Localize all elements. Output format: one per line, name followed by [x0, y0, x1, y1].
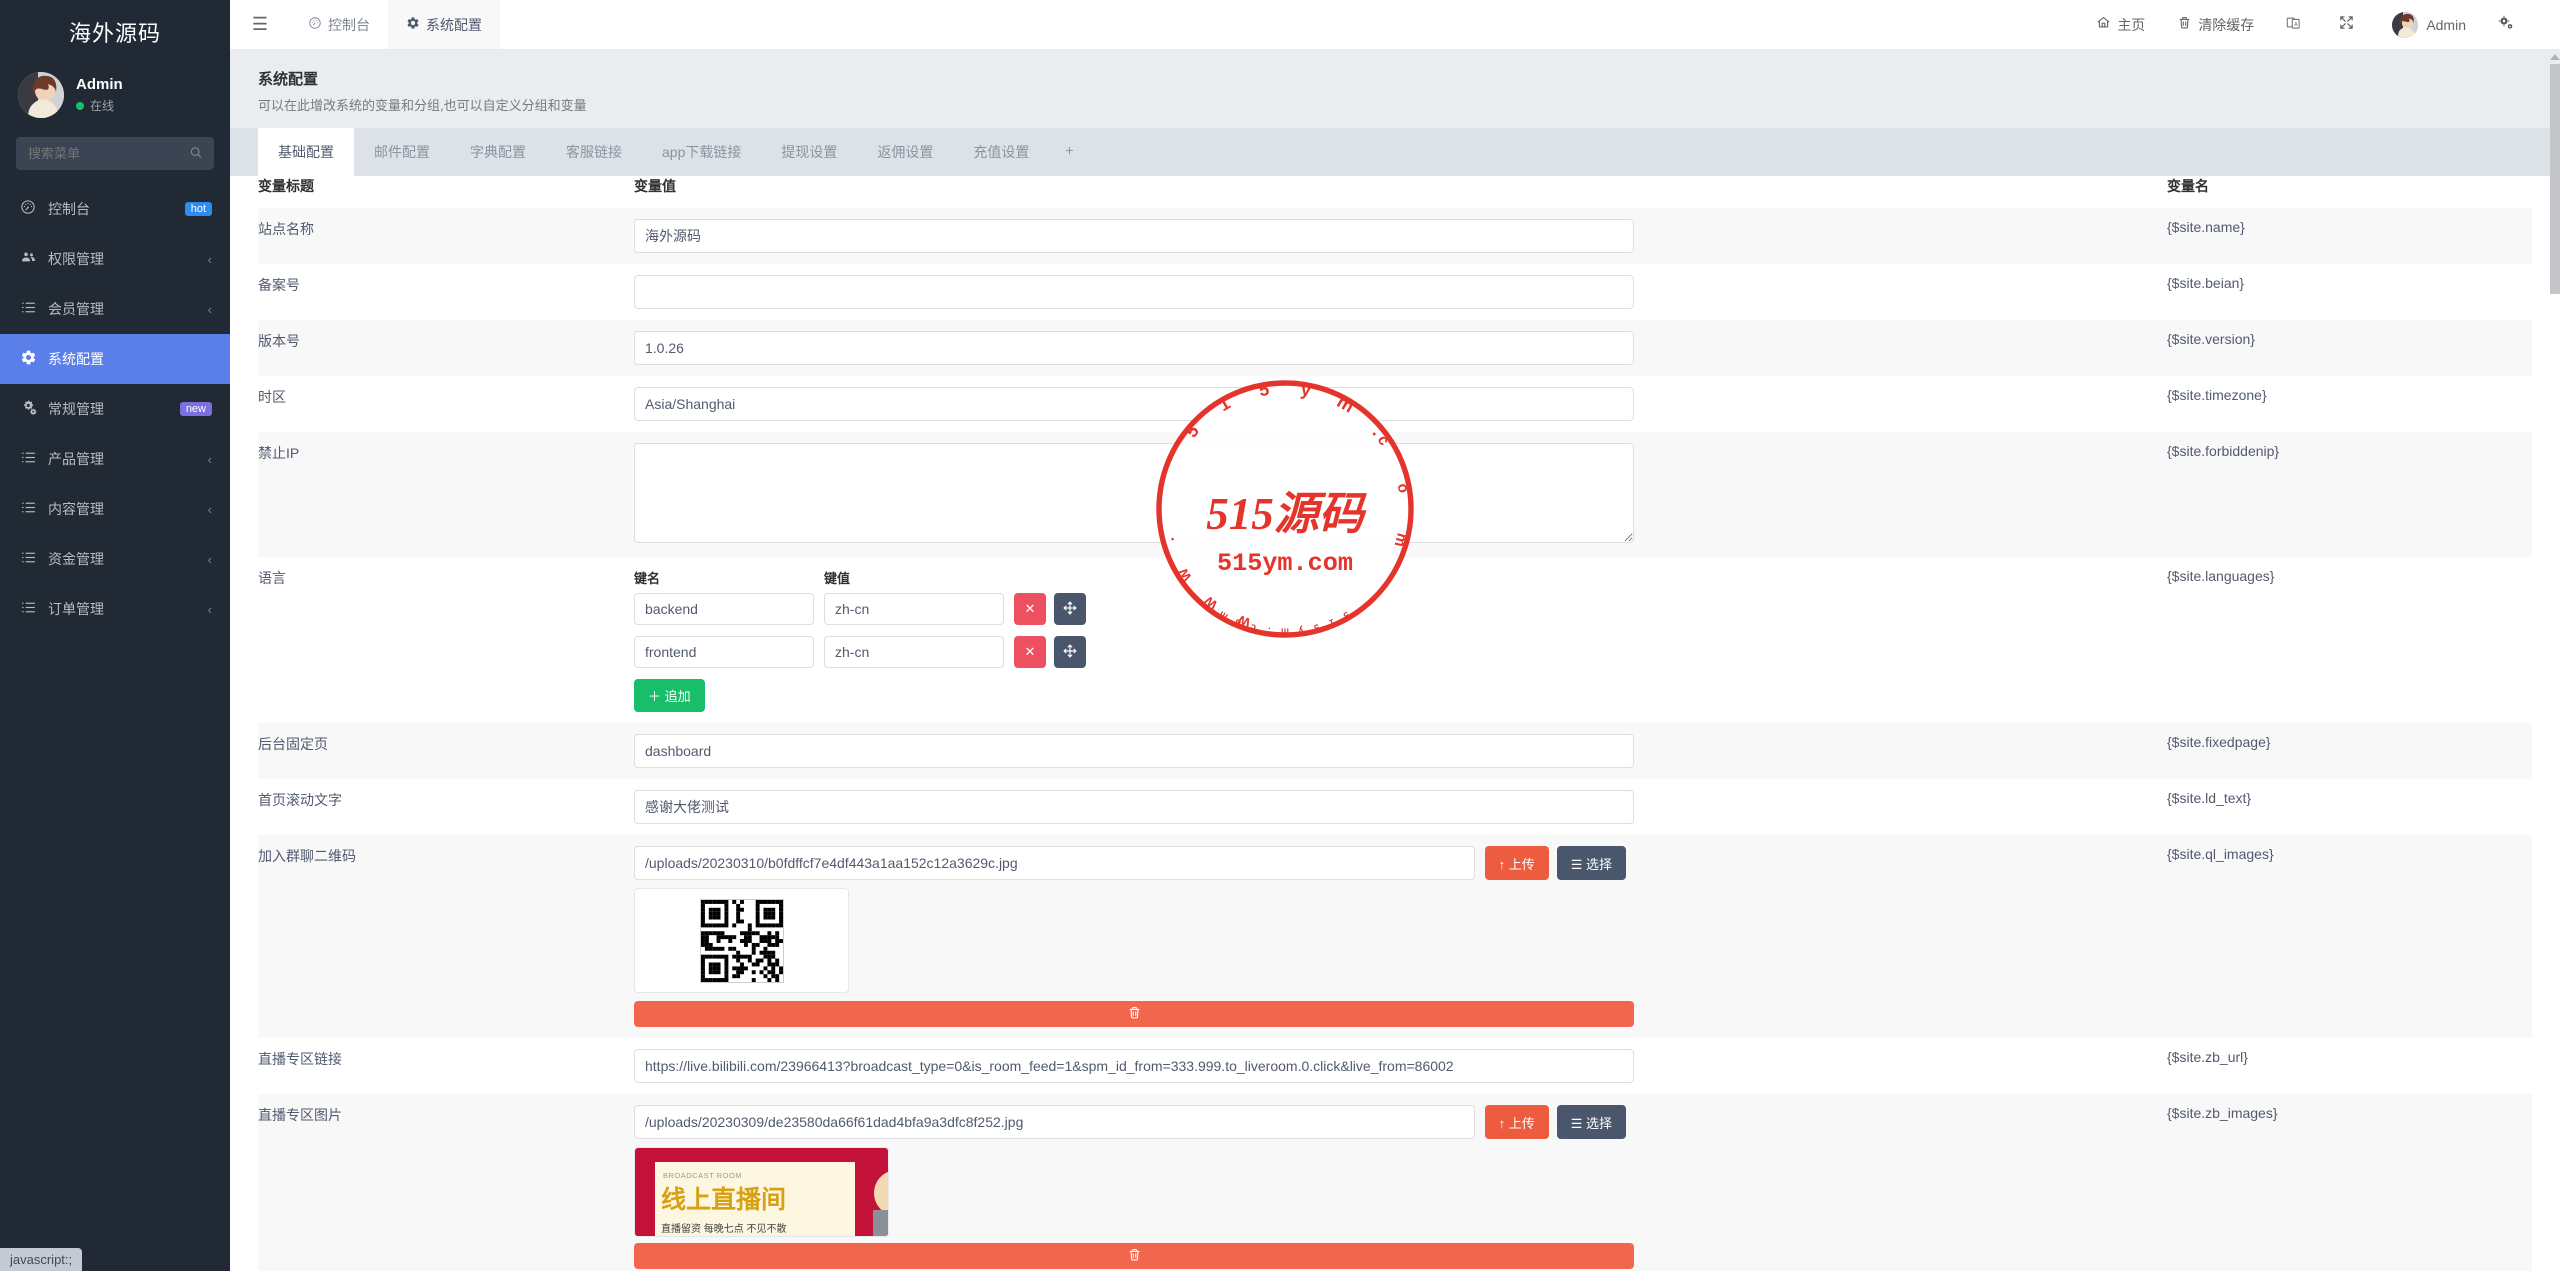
svg-text:BROADCAST ROOM: BROADCAST ROOM: [663, 1171, 742, 1180]
svg-text:线上直播间: 线上直播间: [661, 1185, 786, 1214]
svg-text:直播留资 每晚七点 不见不散: 直播留资 每晚七点 不见不散: [661, 1222, 787, 1235]
